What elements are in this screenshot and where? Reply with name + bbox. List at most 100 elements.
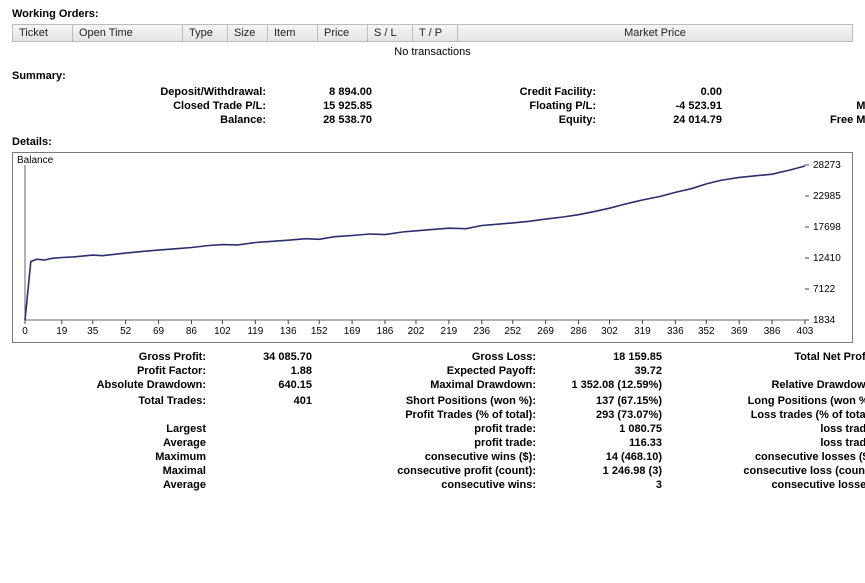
svg-text:52: 52 [120,326,132,337]
svg-text:19: 19 [56,326,68,337]
summary-label: Credit Facility: [412,86,602,98]
details-label [12,409,212,421]
details-label: Largest [12,423,212,435]
summary-label: Equity: [412,114,602,126]
orders-header-row: TicketOpen TimeTypeSizeItemPriceS / LT /… [12,24,853,42]
svg-text:69: 69 [153,326,165,337]
details-label: Gross Loss: [352,351,542,363]
summary-value: 24 014.79 [602,114,722,126]
details-grid: Gross Profit:34 085.70Gross Loss:18 159.… [12,351,853,491]
details-label: loss trade: [702,423,865,435]
orders-col-header[interactable]: Market Price [458,25,852,41]
details-label: consecutive loss (count): [702,465,865,477]
svg-text:386: 386 [764,326,781,337]
balance-chart-box: Balance 28273229851769812410712218340193… [12,152,853,343]
details-value: 34 085.70 [212,351,312,363]
svg-text:86: 86 [186,326,198,337]
details-value: 3 [542,479,662,491]
svg-text:286: 286 [570,326,587,337]
details-value [212,409,312,421]
details-value: 116.33 [542,437,662,449]
details-value: 14 (468.10) [542,451,662,463]
details-value [212,437,312,449]
summary-title: Summary: [12,70,853,82]
svg-text:102: 102 [214,326,231,337]
orders-col-header[interactable]: Ticket [13,25,73,41]
orders-col-header[interactable]: Open Time [73,25,183,41]
details-value: 39.72 [542,365,662,377]
details-title: Details: [12,136,853,148]
details-value: 640.15 [212,379,312,391]
details-label: profit trade: [352,437,542,449]
chart-series-label: Balance [17,155,53,166]
summary-label: Closed Trade P/L: [72,100,272,112]
details-label: Maximal Drawdown: [352,379,542,391]
details-value [212,465,312,477]
details-label: profit trade: [352,423,542,435]
summary-value: 0.00 [602,86,722,98]
details-label: Short Positions (won %): [352,395,542,407]
orders-col-header[interactable]: Item [268,25,318,41]
details-value: 1.88 [212,365,312,377]
orders-col-header[interactable]: S / L [368,25,413,41]
summary-label: Deposit/Withdrawal: [72,86,272,98]
svg-text:352: 352 [698,326,715,337]
svg-text:22985: 22985 [813,191,841,202]
svg-text:219: 219 [441,326,458,337]
orders-col-header[interactable]: Type [183,25,228,41]
summary-label [762,86,865,98]
svg-text:269: 269 [537,326,554,337]
details-label: Profit Trades (% of total): [352,409,542,421]
summary-value: 28 538.70 [272,114,372,126]
summary-value: 8 894.00 [272,86,372,98]
details-value: 137 (67.15%) [542,395,662,407]
details-label: consecutive wins ($): [352,451,542,463]
svg-text:136: 136 [280,326,297,337]
svg-text:302: 302 [601,326,618,337]
svg-text:236: 236 [473,326,490,337]
balance-chart: 2827322985176981241071221834019355269861… [15,155,845,340]
svg-text:202: 202 [408,326,425,337]
summary-label: Margin: [762,100,865,112]
svg-text:403: 403 [797,326,814,337]
svg-text:152: 152 [311,326,328,337]
svg-text:369: 369 [731,326,748,337]
svg-text:336: 336 [667,326,684,337]
details-label: consecutive losses ($): [702,451,865,463]
summary-label: Balance: [72,114,272,126]
details-label: consecutive losses: [702,479,865,491]
details-label: Expected Payoff: [352,365,542,377]
details-label: consecutive profit (count): [352,465,542,477]
details-label: Profit Factor: [12,365,212,377]
summary-value: 15 925.85 [272,100,372,112]
orders-col-header[interactable]: Price [318,25,368,41]
details-value [212,479,312,491]
summary-label: Floating P/L: [412,100,602,112]
svg-text:17698: 17698 [813,222,841,233]
details-value: 401 [212,395,312,407]
details-label [702,365,865,377]
svg-text:7122: 7122 [813,284,836,295]
details-label: Loss trades (% of total): [702,409,865,421]
svg-text:119: 119 [247,326,263,337]
details-value [212,423,312,435]
details-label: consecutive wins: [352,479,542,491]
svg-text:186: 186 [377,326,394,337]
details-label: Total Net Profit: [702,351,865,363]
svg-text:12410: 12410 [813,253,841,264]
summary-label: Free Margin: [762,114,865,126]
balance-line [25,166,805,320]
details-value: 1 352.08 (12.59%) [542,379,662,391]
details-label: Gross Profit: [12,351,212,363]
orders-col-header[interactable]: T / P [413,25,458,41]
working-orders-title: Working Orders: [12,8,853,20]
details-label: Maximum [12,451,212,463]
details-value: 1 080.75 [542,423,662,435]
orders-col-header[interactable]: Size [228,25,268,41]
svg-text:169: 169 [344,326,361,337]
no-transactions-text: No transactions [12,42,853,68]
details-label: Maximal [12,465,212,477]
details-label: Average [12,437,212,449]
details-label: loss trade: [702,437,865,449]
svg-text:319: 319 [634,326,651,337]
